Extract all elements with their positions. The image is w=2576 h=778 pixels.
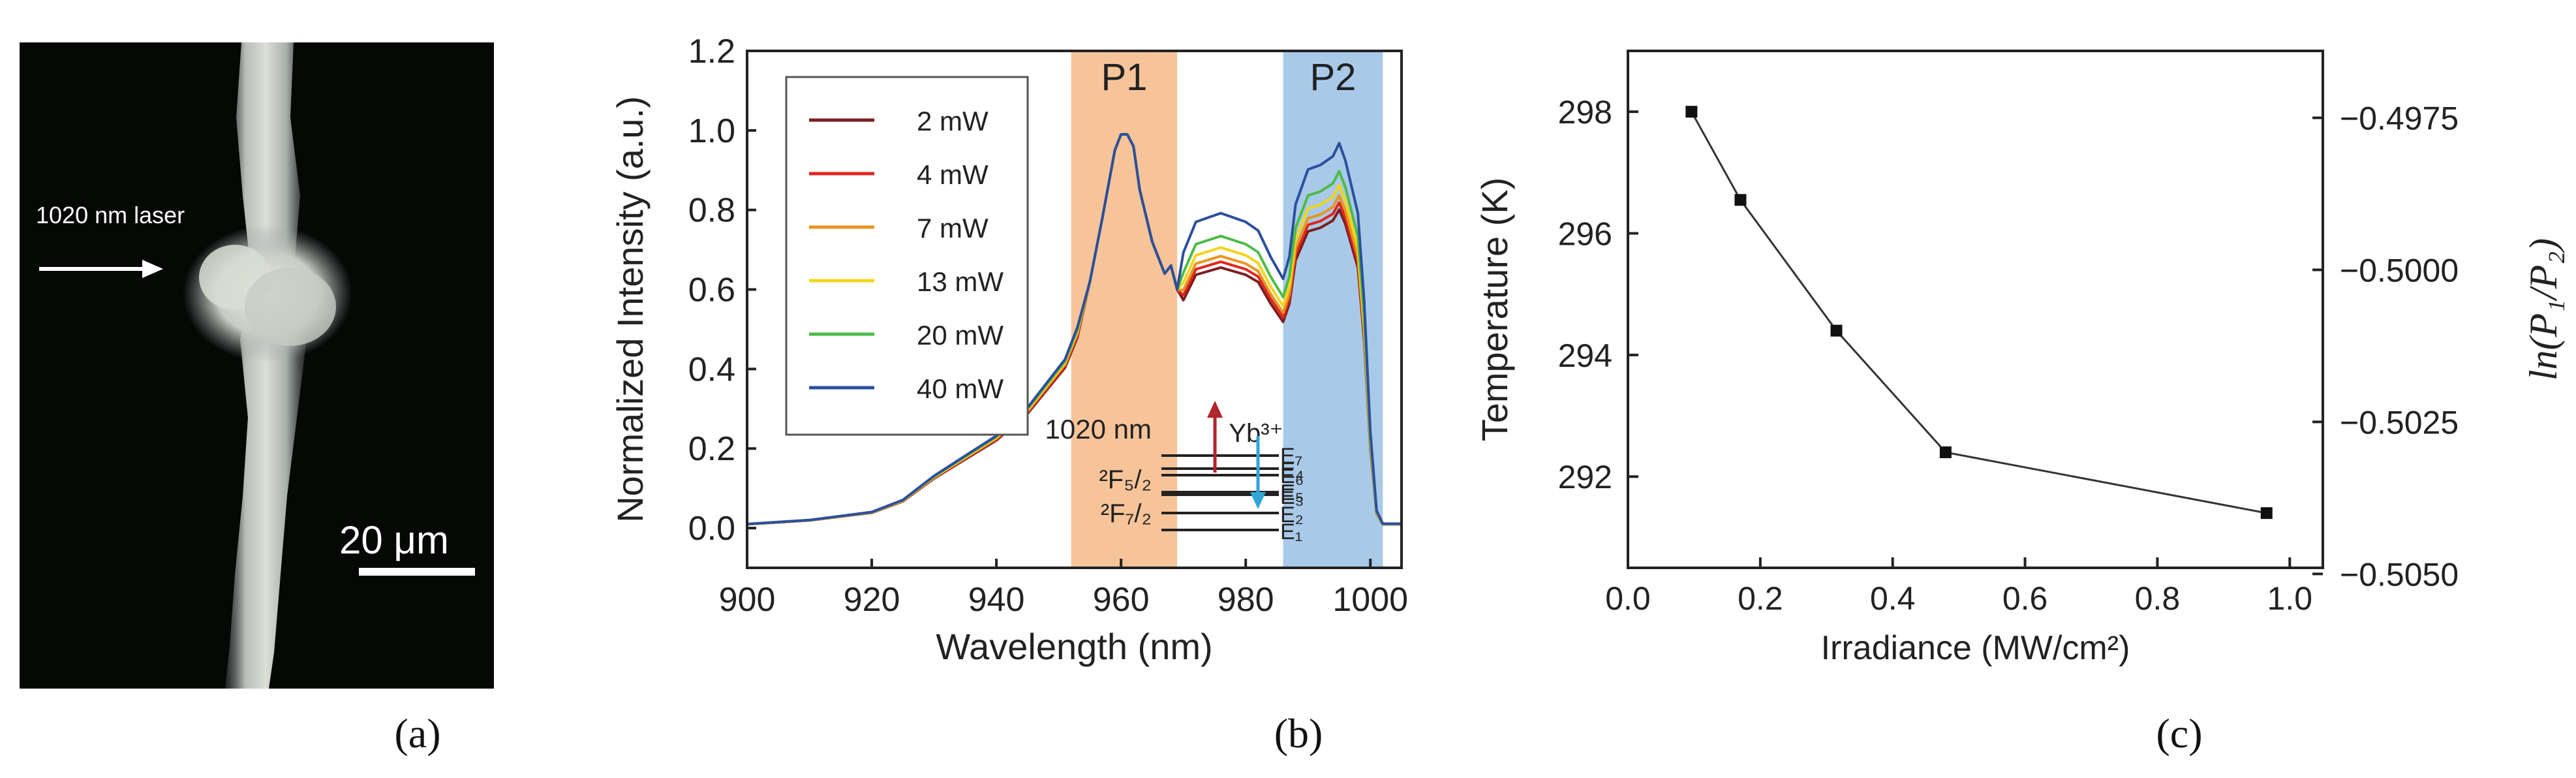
y-tick-label: 1.0 (688, 112, 735, 150)
legend: 2 mW 4 mW 7 mW 13 mW 20 mW 40 mW (785, 76, 1029, 436)
data-point (1734, 194, 1747, 206)
y-tick-label: 294 (1558, 337, 1612, 374)
band-p1 (1071, 51, 1178, 568)
panel-label-a: (a) (394, 710, 440, 756)
x-axis-label: Irradiance (MW/cm²) (1821, 629, 2130, 667)
level-label-lower: E₁ (1280, 520, 1302, 544)
y-tick-label: 1.2 (688, 33, 735, 70)
x-tick-label: 1.0 (2267, 580, 2313, 617)
level-label-upper: E₅ (1280, 480, 1304, 505)
ion-label: Yb³⁺ (1229, 419, 1283, 448)
level-label-upper: E₇ (1280, 444, 1302, 469)
y2-axis-label: ln(P₁/P₂) (2522, 238, 2565, 381)
x-tick-label: 1000 (1332, 581, 1408, 619)
data-point (1685, 106, 1698, 118)
x-tick-label: 0.0 (1605, 580, 1651, 617)
micrograph-panel: 1020 nm laser 20 μm (20, 42, 494, 689)
y-axis-label: Normalized Intensity (a.u.) (609, 96, 651, 523)
y-tick-label: 0.0 (688, 510, 735, 548)
excitation-label: 1020 nm (1045, 414, 1152, 444)
laser-label: 1020 nm laser (36, 202, 185, 228)
y-tick-label: 298 (1558, 94, 1612, 131)
y-tick-label: 0.8 (688, 192, 735, 230)
fiber (225, 42, 307, 689)
emission-arrow-icon (1250, 492, 1266, 509)
y-axis-label: Temperature (K) (1474, 178, 1515, 442)
y-tick-label: 0.4 (688, 350, 735, 388)
legend-label: 13 mW (917, 266, 1004, 297)
level-label-lower: E₄ (1280, 458, 1304, 483)
x-tick-label: 900 (719, 581, 776, 619)
y-tick-label: 296 (1558, 216, 1612, 253)
x-tick-label: 940 (968, 581, 1025, 619)
y-tick-label: 0.6 (688, 272, 735, 309)
y2-tick-label: −0.4975 (2340, 100, 2459, 136)
legend-label: 40 mW (917, 373, 1004, 404)
data-point (1830, 324, 1843, 337)
y2-tick-label: −0.5025 (2340, 404, 2459, 441)
laser-arrow-icon (39, 260, 163, 278)
y2-tick-label: −0.5050 (2340, 556, 2459, 593)
y-tick-label: 0.2 (688, 430, 735, 468)
x-tick-label: 960 (1093, 581, 1150, 619)
x-tick-label: 0.6 (2002, 580, 2048, 617)
panel-label-c: (c) (2156, 710, 2202, 756)
level-label-upper: E₆ (1280, 463, 1304, 488)
spectra-chart: P1 P2 900 920 940 960 980 1000 0.0 0.2 0.4 0.6 0.8 1… (609, 33, 1408, 667)
temperature-chart: 0.0 0.2 0.4 0.6 0.8 1.0 292 294 296 298 −0.4975 −0.… (1474, 50, 2565, 667)
panel-label-b: (b) (1274, 710, 1323, 756)
x-tick-label: 0.2 (1738, 580, 1783, 617)
series-line (1691, 111, 2267, 514)
x-tick-label: 0.8 (2135, 580, 2181, 617)
x-tick-label: 980 (1218, 581, 1274, 619)
excitation-arrow-icon (1207, 401, 1223, 418)
legend-label: 20 mW (917, 320, 1004, 350)
scale-bar-label: 20 μm (339, 518, 449, 562)
x-tick-label: 0.4 (1870, 580, 1916, 617)
legend-label: 4 mW (917, 159, 989, 190)
y2-tick-label: −0.5000 (2340, 252, 2459, 288)
level-label-lower: E₂ (1280, 503, 1304, 527)
legend-label: 7 mW (917, 213, 989, 243)
band-p2 (1283, 51, 1383, 568)
y-tick-label: 292 (1558, 459, 1612, 495)
legend-label: 2 mW (917, 106, 989, 136)
manifold-upper-label: ²F₅/₂ (1099, 465, 1152, 494)
legend-box (785, 76, 1029, 436)
data-point (2260, 507, 2273, 520)
data-point (1939, 446, 1952, 458)
band-label: P2 (1310, 56, 1356, 99)
x-tick-label: 920 (844, 581, 900, 619)
series-line-40mw (746, 132, 1402, 525)
manifold-lower-label: ²F₇/₂ (1101, 499, 1152, 528)
level-label-lower: E₃ (1280, 484, 1304, 509)
scale-bar (359, 568, 475, 576)
x-axis-label: Wavelength (nm) (936, 626, 1212, 667)
band-label: P1 (1101, 56, 1147, 99)
